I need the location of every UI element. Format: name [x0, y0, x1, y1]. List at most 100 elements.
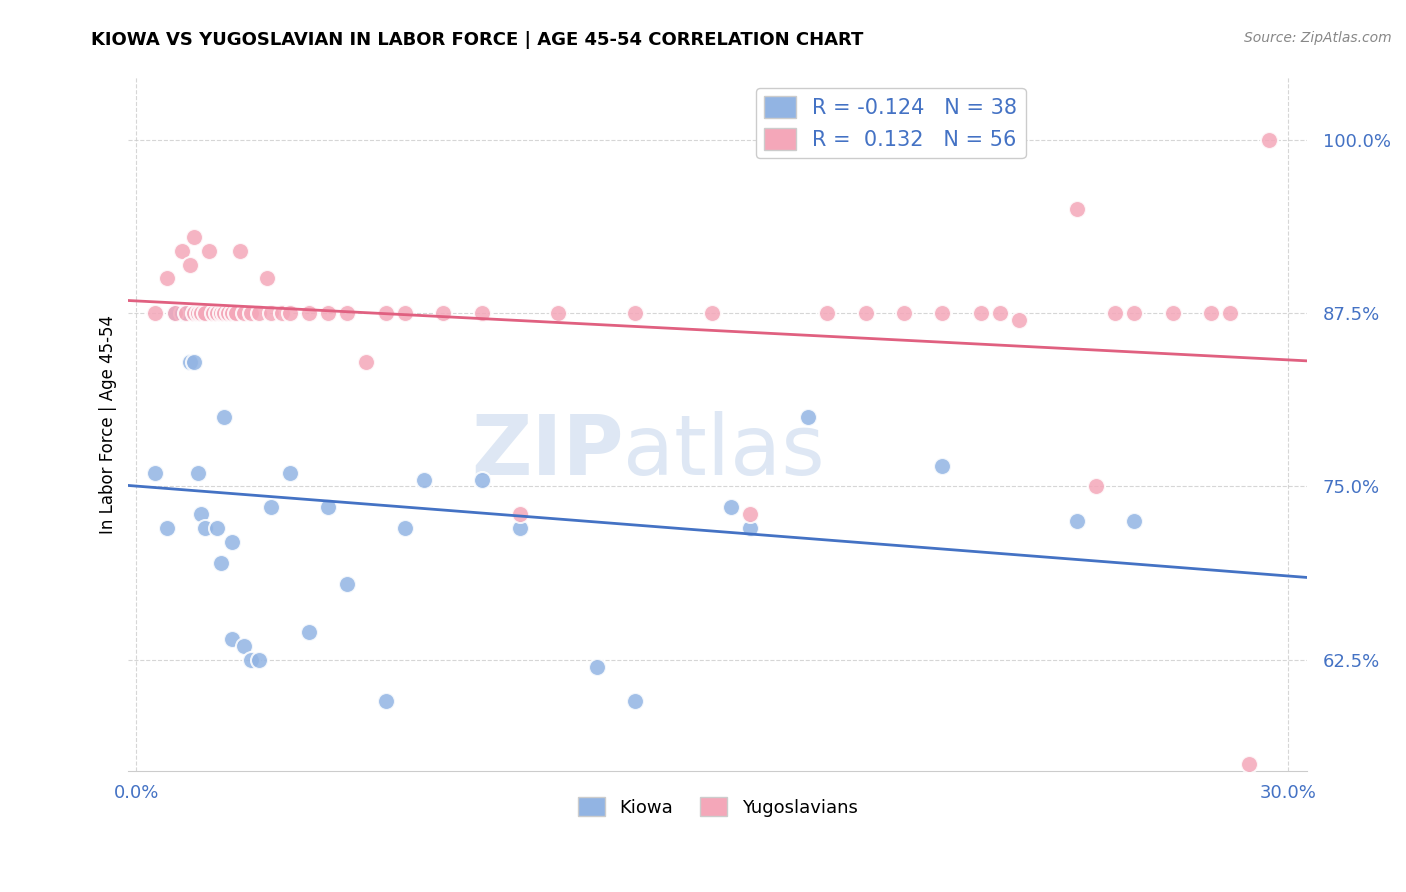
Point	[1219, 306, 1241, 320]
Point	[163, 306, 186, 320]
Point	[256, 271, 278, 285]
Point	[374, 306, 396, 320]
Point	[172, 306, 194, 320]
Point	[1199, 306, 1222, 320]
Point	[183, 230, 205, 244]
Point	[893, 306, 915, 320]
Point	[316, 500, 339, 515]
Point	[183, 354, 205, 368]
Point	[259, 500, 281, 515]
Text: atlas: atlas	[623, 411, 825, 492]
Point	[394, 306, 416, 320]
Point	[229, 244, 252, 258]
Point	[1161, 306, 1184, 320]
Point	[1066, 514, 1088, 528]
Point	[156, 521, 179, 535]
Point	[547, 306, 569, 320]
Point	[190, 306, 212, 320]
Point	[198, 306, 221, 320]
Point	[855, 306, 877, 320]
Point	[205, 306, 228, 320]
Point	[214, 410, 236, 425]
Point	[394, 521, 416, 535]
Point	[240, 306, 263, 320]
Point	[988, 306, 1011, 320]
Point	[931, 306, 953, 320]
Point	[720, 500, 742, 515]
Point	[221, 632, 243, 646]
Point	[183, 306, 205, 320]
Point	[1084, 479, 1107, 493]
Point	[194, 306, 217, 320]
Point	[509, 507, 531, 521]
Point	[143, 306, 166, 320]
Point	[214, 306, 236, 320]
Point	[201, 306, 224, 320]
Point	[198, 244, 221, 258]
Point	[471, 473, 494, 487]
Point	[194, 521, 217, 535]
Point	[179, 354, 201, 368]
Text: Source: ZipAtlas.com: Source: ZipAtlas.com	[1244, 31, 1392, 45]
Point	[271, 306, 294, 320]
Point	[356, 354, 378, 368]
Point	[413, 473, 436, 487]
Point	[374, 694, 396, 708]
Point	[209, 556, 232, 570]
Point	[585, 659, 607, 673]
Point	[1239, 756, 1261, 771]
Point	[1257, 133, 1279, 147]
Point	[740, 507, 762, 521]
Point	[179, 258, 201, 272]
Point	[298, 306, 321, 320]
Point	[187, 306, 209, 320]
Point	[432, 306, 454, 320]
Text: KIOWA VS YUGOSLAVIAN IN LABOR FORCE | AGE 45-54 CORRELATION CHART: KIOWA VS YUGOSLAVIAN IN LABOR FORCE | AG…	[91, 31, 863, 49]
Y-axis label: In Labor Force | Age 45-54: In Labor Force | Age 45-54	[100, 315, 117, 533]
Point	[471, 306, 494, 320]
Point	[624, 306, 647, 320]
Point	[1123, 306, 1146, 320]
Point	[163, 306, 186, 320]
Point	[187, 466, 209, 480]
Point	[225, 306, 247, 320]
Point	[240, 653, 263, 667]
Point	[247, 653, 270, 667]
Point	[156, 271, 179, 285]
Point	[336, 306, 359, 320]
Point	[278, 306, 301, 320]
Point	[815, 306, 838, 320]
Point	[247, 306, 270, 320]
Point	[1008, 313, 1031, 327]
Point	[232, 306, 254, 320]
Point	[700, 306, 723, 320]
Point	[217, 306, 239, 320]
Point	[190, 507, 212, 521]
Point	[205, 521, 228, 535]
Point	[172, 244, 194, 258]
Text: ZIP: ZIP	[471, 411, 623, 492]
Point	[1066, 202, 1088, 216]
Point	[931, 458, 953, 473]
Point	[221, 306, 243, 320]
Point	[970, 306, 993, 320]
Point	[232, 639, 254, 653]
Point	[1104, 306, 1126, 320]
Point	[143, 466, 166, 480]
Point	[740, 521, 762, 535]
Point	[797, 410, 820, 425]
Point	[336, 576, 359, 591]
Point	[509, 521, 531, 535]
Point	[209, 306, 232, 320]
Point	[298, 625, 321, 640]
Point	[278, 466, 301, 480]
Point	[174, 306, 197, 320]
Legend: Kiowa, Yugoslavians: Kiowa, Yugoslavians	[571, 790, 865, 824]
Point	[201, 306, 224, 320]
Point	[259, 306, 281, 320]
Point	[1123, 514, 1146, 528]
Point	[624, 694, 647, 708]
Point	[221, 535, 243, 549]
Point	[316, 306, 339, 320]
Point	[183, 306, 205, 320]
